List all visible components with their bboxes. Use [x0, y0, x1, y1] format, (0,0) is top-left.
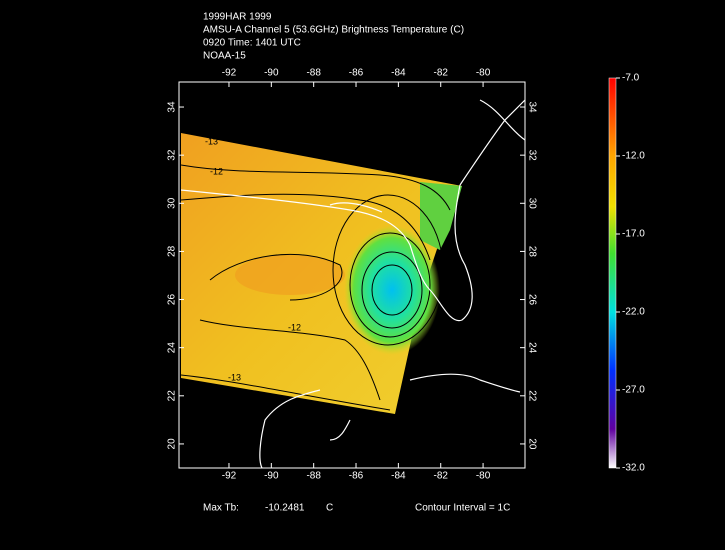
lon-label: -92: [222, 68, 237, 79]
colorbar: [608, 77, 617, 469]
colorbar-ticks: -7.0 -12.0 -17.0 -22.0 -27.0 -32.0: [616, 73, 645, 474]
lon-label: -86: [349, 471, 364, 482]
warm-area: [235, 255, 345, 295]
contour-label: -12: [288, 322, 301, 332]
lon-label: -88: [306, 68, 321, 79]
lat-label: 30: [167, 197, 178, 209]
lon-label: -80: [476, 471, 491, 482]
lat-label: 30: [526, 198, 537, 210]
contour-label: -13: [205, 136, 218, 146]
storm-core: [344, 225, 440, 355]
lon-label: -90: [264, 471, 279, 482]
header-line: NOAA-15: [203, 51, 246, 62]
colorbar-label: -27.0: [622, 385, 645, 396]
lon-label: -80: [476, 68, 491, 79]
colorbar-label: -22.0: [622, 307, 645, 318]
swath-green: [420, 182, 462, 250]
lat-label: 24: [526, 342, 537, 354]
colorbar-label: -17.0: [622, 229, 645, 240]
header-line: 1999HAR 1999: [203, 12, 272, 23]
lon-label: -86: [349, 68, 364, 79]
lat-label: 32: [526, 150, 537, 162]
lon-label: -82: [433, 68, 448, 79]
header-line: 0920 Time: 1401 UTC: [203, 38, 301, 49]
lat-label: 34: [526, 101, 537, 113]
contours: [180, 164, 451, 411]
lat-label: 24: [167, 342, 178, 354]
colorbar-label: -32.0: [622, 463, 645, 474]
lat-label: 20: [167, 438, 178, 450]
contour-label: -12: [210, 166, 223, 176]
lat-label: 22: [167, 390, 178, 402]
colorbar-label: -7.0: [622, 73, 640, 84]
lat-label: 34: [167, 101, 178, 113]
lat-label: 22: [526, 390, 537, 402]
lat-label: 26: [526, 294, 537, 306]
lon-label: -88: [306, 471, 321, 482]
lon-label: -92: [222, 471, 237, 482]
lon-label: -90: [264, 68, 279, 79]
contour-interval: Contour Interval = 1C: [415, 503, 510, 514]
coastline: [180, 99, 526, 469]
map-frame: [178, 81, 526, 469]
max-value: -10.2481: [265, 503, 305, 514]
colorbar-label: -12.0: [622, 151, 645, 162]
contour-label: -13: [228, 372, 241, 382]
max-label: Max Tb:: [203, 503, 239, 514]
lat-label: 26: [167, 294, 178, 306]
map-axes: -92 -92 -90 -90 -88 -88 -86 -86 -84 -84 -82 -82 -80 -…: [167, 68, 538, 482]
max-unit: C: [326, 503, 333, 514]
lat-label: 32: [167, 149, 178, 161]
lon-label: -84: [391, 471, 406, 482]
lat-label: 28: [167, 245, 178, 257]
header-line: AMSU-A Channel 5 (53.6GHz) Brightness Te…: [203, 25, 464, 36]
lat-label: 20: [526, 438, 537, 450]
lat-label: 28: [526, 246, 537, 258]
lon-label: -84: [391, 68, 406, 79]
lon-label: -82: [433, 471, 448, 482]
header: 1999HAR 1999 AMSU-A Channel 5 (53.6GHz) B…: [203, 12, 464, 62]
